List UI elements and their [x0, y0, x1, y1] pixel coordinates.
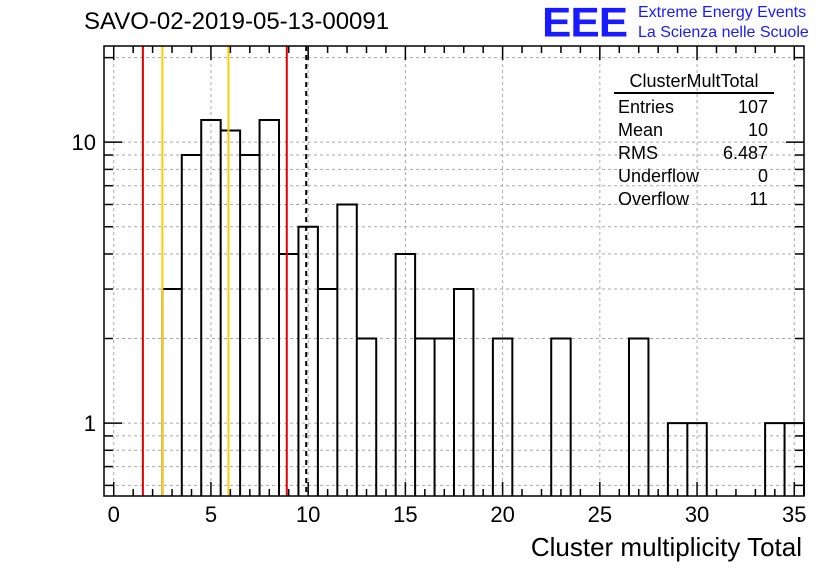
x-tick-label: 20 [490, 502, 514, 527]
stats-label: Entries [618, 97, 675, 117]
stats-row: Underflow 0 [610, 165, 778, 188]
stats-value: 107 [737, 97, 768, 117]
chart-title: SAVO-02-2019-05-13-00091 [84, 8, 390, 35]
stats-value: 0 [757, 166, 768, 186]
plot-frame [103, 45, 805, 497]
x-tick-label: 15 [393, 502, 417, 527]
stats-value: 10 [747, 120, 768, 140]
x-tick-label: 30 [685, 502, 709, 527]
x-tick-label: 0 [108, 502, 120, 527]
x-axis-label: Cluster multiplicity Total [530, 532, 802, 562]
x-tick-label: 10 [296, 502, 320, 527]
stats-box-title: ClusterMultTotal [614, 70, 774, 94]
histogram-bars [161, 118, 805, 496]
logo-mark: EEE [542, 0, 628, 46]
eee-logo: EEE Extreme Energy Events La Scienza nel… [542, 0, 832, 50]
stats-value: 11 [749, 189, 768, 209]
x-tick-label: 5 [205, 502, 217, 527]
stats-row: Entries 107 [610, 96, 778, 119]
stats-box: ClusterMultTotal Entries 107 Mean 10 RMS… [610, 70, 778, 211]
stats-value: 6.487 [722, 143, 768, 163]
stats-label: Underflow [618, 166, 700, 186]
x-tick-label: 25 [588, 502, 612, 527]
y-tick-label: 10 [72, 130, 96, 155]
y-tick-label: 1 [84, 411, 96, 436]
x-tick-label: 35 [782, 502, 806, 527]
stats-row: Overflow 11 [610, 188, 778, 211]
logo-line-1: Extreme Energy Events [638, 4, 807, 21]
stats-row: Mean 10 [610, 119, 778, 142]
stats-label: Overflow [618, 189, 690, 209]
stats-label: Mean [618, 120, 664, 140]
stats-row: RMS 6.487 [610, 142, 778, 165]
stats-label: RMS [618, 143, 658, 163]
logo-line-2: La Scienza nelle Scuole [638, 24, 809, 41]
